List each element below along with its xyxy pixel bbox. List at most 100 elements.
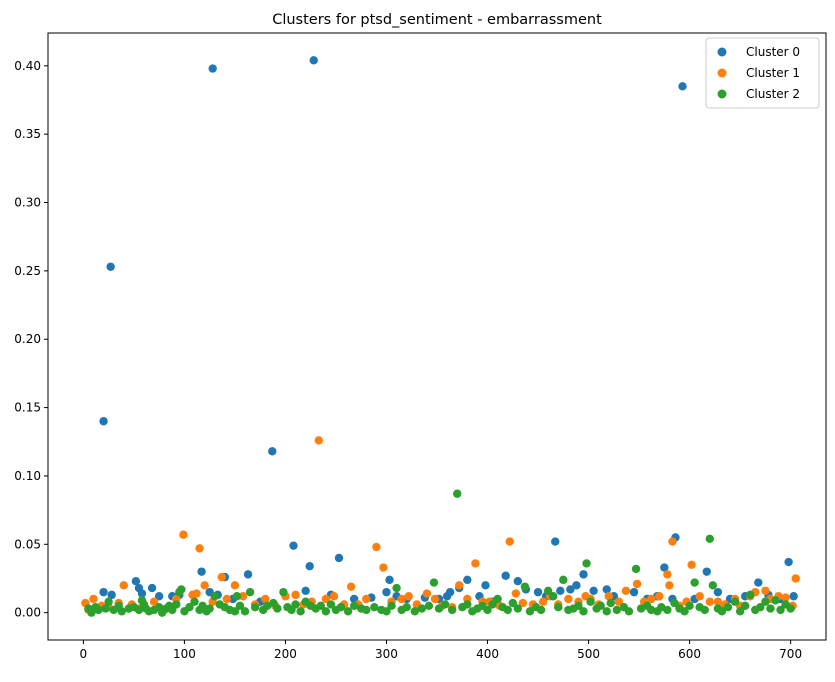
point-cluster-1 — [505, 537, 514, 546]
point-cluster-2 — [453, 489, 462, 498]
point-cluster-2 — [756, 602, 765, 612]
point-cluster-1 — [632, 579, 642, 589]
point-cluster-2 — [488, 600, 497, 609]
point-cluster-2 — [631, 564, 641, 574]
y-tick-label: 0.00 — [14, 606, 41, 620]
point-cluster-1 — [195, 544, 204, 553]
point-cluster-1 — [668, 537, 677, 546]
point-cluster-2 — [586, 597, 595, 606]
point-cluster-0 — [385, 575, 394, 585]
point-cluster-2 — [680, 607, 689, 616]
point-cluster-1 — [511, 589, 521, 598]
point-cluster-0 — [754, 578, 763, 587]
point-cluster-0 — [660, 563, 669, 572]
point-cluster-2 — [525, 607, 535, 616]
point-cluster-2 — [612, 605, 622, 615]
point-cluster-2 — [602, 607, 611, 616]
point-cluster-1 — [687, 560, 696, 570]
point-cluster-2 — [429, 578, 439, 587]
point-cluster-2 — [349, 601, 359, 611]
y-tick-label: 0.20 — [14, 332, 41, 346]
point-cluster-2 — [117, 607, 126, 616]
point-cluster-1 — [321, 594, 331, 604]
point-cluster-2 — [392, 583, 401, 593]
point-cluster-2 — [766, 604, 775, 613]
legend-label: Cluster 1 — [746, 66, 800, 80]
point-cluster-2 — [336, 602, 346, 612]
point-cluster-0 — [533, 587, 543, 597]
point-cluster-1 — [346, 582, 356, 591]
chart-title: Clusters for ptsd_sentiment - embarrassm… — [272, 12, 602, 28]
point-cluster-1 — [781, 593, 790, 602]
point-cluster-2 — [434, 604, 444, 613]
point-cluster-1 — [455, 581, 464, 590]
point-cluster-1 — [372, 542, 381, 552]
x-tick-label: 200 — [274, 647, 297, 661]
point-cluster-2 — [596, 601, 605, 611]
point-cluster-0 — [99, 587, 108, 597]
point-cluster-0 — [445, 587, 455, 597]
point-cluster-1 — [621, 586, 631, 595]
point-cluster-1 — [663, 570, 672, 579]
point-cluster-2 — [245, 587, 255, 597]
y-tick-label: 0.40 — [14, 59, 41, 73]
point-cluster-0 — [572, 581, 581, 590]
point-cluster-2 — [370, 602, 379, 612]
point-cluster-2 — [579, 607, 588, 616]
point-cluster-2 — [291, 600, 300, 609]
y-tick-label: 0.15 — [14, 401, 41, 415]
point-cluster-1 — [647, 594, 656, 604]
point-cluster-2 — [690, 578, 699, 587]
point-cluster-2 — [771, 596, 780, 605]
point-cluster-0 — [629, 587, 639, 597]
point-cluster-0 — [243, 570, 253, 579]
point-cluster-2 — [172, 600, 181, 609]
point-cluster-2 — [663, 605, 672, 615]
point-cluster-2 — [513, 604, 523, 613]
point-cluster-2 — [746, 590, 755, 600]
point-cluster-1 — [149, 597, 159, 606]
point-cluster-2 — [104, 597, 113, 606]
point-cluster-2 — [776, 605, 785, 615]
x-tick-label: 300 — [375, 647, 398, 661]
point-cluster-2 — [279, 587, 288, 597]
point-cluster-2 — [685, 601, 694, 611]
point-cluster-2 — [548, 592, 558, 601]
point-cluster-1 — [761, 586, 770, 595]
y-tick-label: 0.30 — [14, 196, 41, 210]
plot-frame — [47, 32, 827, 641]
point-cluster-1 — [705, 597, 715, 606]
x-tick-label: 100 — [173, 647, 196, 661]
point-cluster-0 — [579, 570, 588, 579]
point-cluster-1 — [564, 594, 573, 604]
point-cluster-2 — [717, 607, 727, 616]
point-cluster-2 — [134, 605, 144, 615]
point-cluster-2 — [250, 602, 260, 612]
point-cluster-1 — [314, 436, 323, 445]
point-cluster-0 — [566, 585, 575, 594]
y-tick-label: 0.25 — [14, 264, 41, 278]
point-cluster-2 — [387, 601, 396, 611]
point-cluster-2 — [624, 607, 634, 616]
point-cluster-2 — [735, 607, 745, 616]
point-cluster-2 — [761, 597, 770, 606]
point-cluster-2 — [670, 598, 679, 608]
point-cluster-2 — [705, 534, 715, 544]
point-cluster-2 — [230, 607, 240, 616]
x-tick-label: 400 — [476, 647, 499, 661]
point-cluster-1 — [222, 594, 232, 604]
point-cluster-2 — [543, 586, 553, 595]
point-cluster-2 — [101, 604, 110, 613]
point-cluster-2 — [410, 607, 419, 616]
point-cluster-2 — [273, 604, 282, 613]
point-cluster-0 — [556, 586, 565, 595]
point-cluster-2 — [177, 585, 186, 594]
point-cluster-2 — [235, 601, 245, 611]
point-cluster-1 — [538, 597, 548, 606]
legend-label: Cluster 0 — [746, 45, 800, 59]
point-cluster-2 — [723, 602, 733, 612]
point-cluster-1 — [604, 592, 613, 601]
point-cluster-0 — [301, 586, 310, 595]
point-cluster-1 — [291, 590, 300, 600]
point-cluster-2 — [786, 604, 795, 613]
